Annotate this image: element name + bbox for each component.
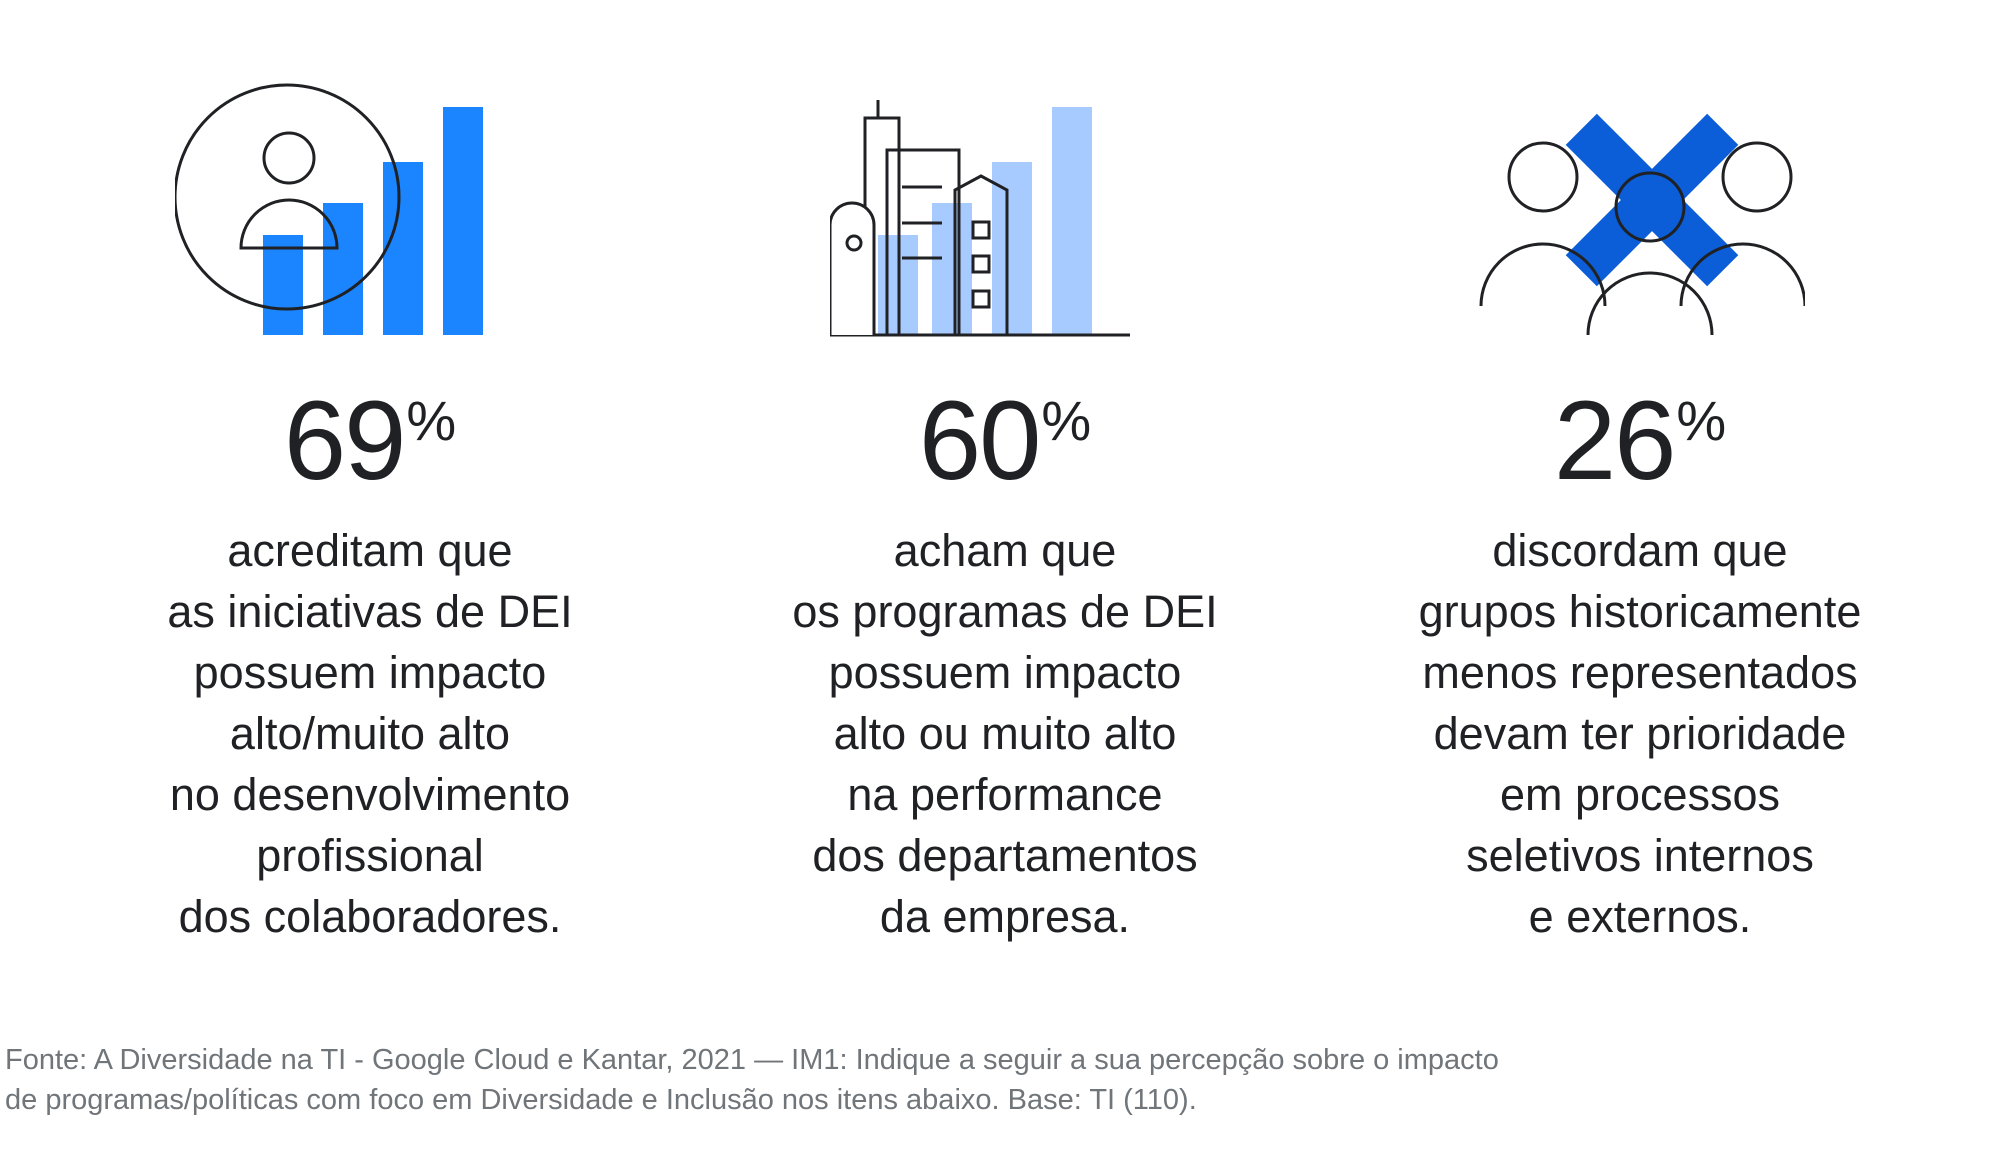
person-head	[1507, 141, 1579, 213]
stat-number: 60	[918, 378, 1042, 503]
desc-line: acham que	[893, 525, 1117, 576]
desc-line: da empresa.	[879, 891, 1131, 942]
bar-4	[1052, 107, 1092, 335]
desc-line: as iniciativas de DEI	[167, 586, 573, 637]
desc-line: grupos historicamente	[1418, 586, 1862, 637]
frame-circle	[175, 83, 401, 311]
source-footnote: Fonte: A Diversidade na TI - Google Clou…	[5, 1040, 1605, 1120]
square-window	[971, 289, 991, 309]
bar-3	[992, 162, 1032, 335]
desc-line: devam ter prioridade	[1433, 708, 1847, 759]
person-head	[1721, 141, 1793, 213]
desc-line: discordam que	[1492, 525, 1788, 576]
source-line-2: de programas/políticas com foco em Diver…	[5, 1084, 1197, 1116]
office-building	[885, 148, 961, 337]
round-window	[845, 234, 863, 252]
stat-unit: %	[1041, 389, 1092, 452]
person-body	[239, 198, 339, 250]
desc-line: alto ou muito alto	[833, 708, 1177, 759]
stat-card-3: 26% discordam que grupos historicamente …	[1320, 0, 1960, 980]
stat-number: 69	[283, 378, 407, 503]
stat-value: 69%	[50, 385, 690, 497]
desc-line: no desenvolvimento	[169, 769, 571, 820]
people-crossed-svg	[1479, 113, 1805, 336]
arched-building	[830, 201, 876, 335]
desc-line: possuem impacto	[193, 647, 547, 698]
desc-line: na performance	[847, 769, 1163, 820]
stat-description: discordam que grupos historicamente meno…	[1320, 520, 1960, 947]
people-crossed-out-icon	[1320, 80, 1960, 350]
desc-line: seletivos internos	[1466, 830, 1814, 881]
stat-value: 26%	[1320, 385, 1960, 497]
desc-line: dos colaboradores.	[178, 891, 562, 942]
stat-unit: %	[1676, 389, 1727, 452]
desc-line: e externos.	[1528, 891, 1752, 942]
desc-line: alto/muito alto	[229, 708, 511, 759]
desc-line: possuem impacto	[828, 647, 1182, 698]
cross-mark-icon	[1565, 113, 1739, 287]
stat-card-1: 69% acreditam que as iniciativas de DEI …	[50, 0, 690, 980]
desc-line: profissional	[256, 830, 484, 881]
person-body	[1479, 242, 1607, 307]
bar-4	[443, 107, 483, 335]
stat-number: 26	[1553, 378, 1677, 503]
person-body	[1679, 242, 1805, 307]
city-buildings-bars-icon	[685, 80, 1325, 350]
desc-line: dos departamentos	[812, 830, 1198, 881]
source-line-1: Fonte: A Diversidade na TI - Google Clou…	[5, 1044, 1499, 1076]
desc-line: os programas de DEI	[792, 586, 1218, 637]
stat-card-2: 60% acham que os programas de DEI possue…	[685, 0, 1325, 980]
desc-line: menos representados	[1422, 647, 1858, 698]
bar-3	[383, 162, 423, 335]
person-head	[1614, 171, 1686, 243]
square-window	[971, 220, 991, 240]
person-growth-bars-svg	[175, 83, 483, 335]
house-building	[953, 174, 1009, 335]
stat-description: acham que os programas de DEI possuem im…	[685, 520, 1325, 947]
square-window	[971, 254, 991, 274]
desc-line: em processos	[1499, 769, 1781, 820]
person-head	[262, 131, 316, 185]
person-growth-bars-icon	[50, 80, 690, 350]
bar-1	[263, 235, 303, 335]
stat-description: acreditam que as iniciativas de DEI poss…	[50, 520, 690, 947]
stat-unit: %	[406, 389, 457, 452]
stat-value: 60%	[685, 385, 1325, 497]
desc-line: acreditam que	[227, 525, 513, 576]
bar-2	[932, 203, 972, 335]
person-body	[1586, 271, 1714, 336]
city-buildings-svg	[830, 100, 1130, 337]
